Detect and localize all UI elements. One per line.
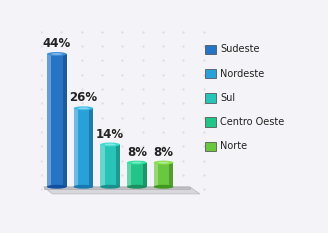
Polygon shape	[154, 163, 158, 187]
Polygon shape	[169, 163, 174, 187]
Text: Sul: Sul	[220, 93, 235, 103]
Ellipse shape	[158, 162, 169, 164]
Text: Sudeste: Sudeste	[220, 45, 260, 55]
Text: 44%: 44%	[43, 37, 71, 50]
Text: 14%: 14%	[96, 127, 124, 140]
Bar	[100, 144, 120, 187]
Ellipse shape	[154, 185, 174, 189]
Bar	[127, 163, 147, 187]
Polygon shape	[73, 108, 78, 187]
Polygon shape	[44, 187, 190, 189]
Polygon shape	[44, 187, 200, 194]
Bar	[205, 117, 215, 127]
Polygon shape	[100, 144, 105, 187]
Ellipse shape	[100, 185, 120, 189]
Bar	[205, 93, 215, 103]
Ellipse shape	[127, 161, 147, 164]
Text: Nordeste: Nordeste	[220, 69, 264, 79]
Polygon shape	[116, 144, 120, 187]
Bar	[205, 45, 215, 54]
Ellipse shape	[47, 185, 67, 189]
Text: 26%: 26%	[70, 91, 97, 104]
Ellipse shape	[47, 52, 67, 56]
Text: 8%: 8%	[154, 146, 174, 159]
Bar	[47, 54, 67, 187]
Ellipse shape	[73, 106, 93, 110]
Text: Centro Oeste: Centro Oeste	[220, 117, 284, 127]
Ellipse shape	[127, 185, 147, 189]
Bar	[205, 69, 215, 78]
Polygon shape	[127, 163, 132, 187]
Polygon shape	[47, 54, 51, 187]
Ellipse shape	[132, 162, 142, 164]
Ellipse shape	[78, 107, 89, 109]
Text: Norte: Norte	[220, 141, 247, 151]
Polygon shape	[143, 163, 147, 187]
Ellipse shape	[100, 143, 120, 147]
Bar	[205, 142, 215, 151]
Text: 8%: 8%	[127, 146, 147, 159]
Polygon shape	[89, 108, 93, 187]
Bar	[73, 108, 93, 187]
Ellipse shape	[105, 144, 115, 145]
Ellipse shape	[154, 161, 174, 164]
Ellipse shape	[73, 185, 93, 189]
Bar	[154, 163, 174, 187]
Polygon shape	[63, 54, 67, 187]
Ellipse shape	[51, 53, 62, 55]
